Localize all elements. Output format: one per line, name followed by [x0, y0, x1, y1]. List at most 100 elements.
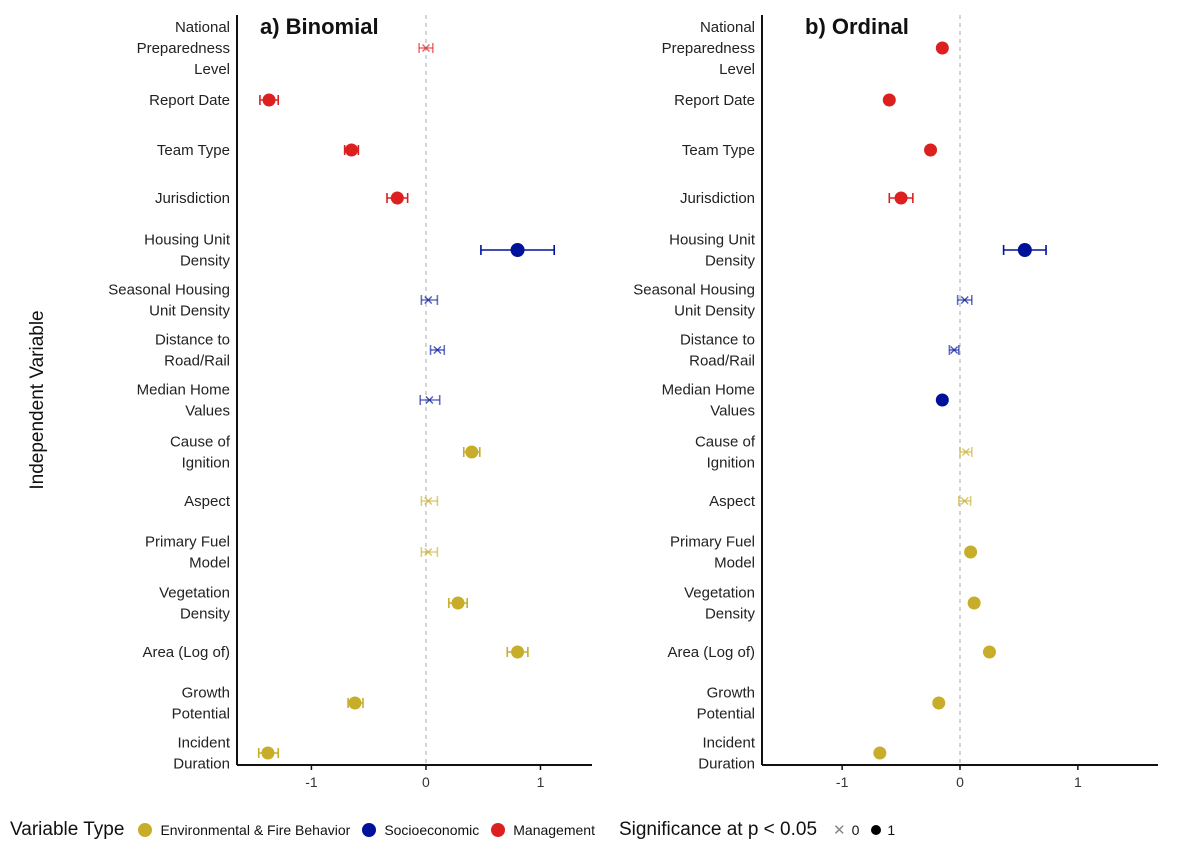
point-a-report-date	[262, 93, 276, 107]
point-a-national-preparedness-level	[421, 44, 430, 52]
legend-label-environmental: Environmental & Fire Behavior	[160, 822, 351, 838]
panel-b-title: b) Ordinal	[805, 14, 909, 39]
legend-item-sig-1: 1	[871, 822, 895, 838]
y-label-b-national-preparedness-level: National Preparedness Level	[662, 19, 755, 78]
point-b-seasonal-housing-unit-density	[960, 296, 969, 304]
point-cross-b-b-seasonal-housing-unit-density	[960, 296, 969, 304]
y-label-b-aspect: Aspect	[709, 493, 756, 510]
x-tick-label-a-0: -1	[305, 774, 318, 790]
y-label-a-aspect: Aspect	[184, 493, 231, 510]
point-b-area-log-of	[982, 645, 996, 659]
x-tick-label-b-0: -1	[836, 774, 849, 790]
legend-item-environmental: Environmental & Fire Behavior	[138, 822, 350, 838]
y-label-b-housing-unit-density: Housing Unit Density	[669, 232, 756, 270]
y-label-a-national-preparedness-level: National Preparedness Level	[137, 19, 230, 78]
y-label-a-area-log-of: Area (Log of)	[142, 644, 230, 661]
cross-icon: ✕	[833, 822, 846, 839]
y-label-b-jurisdiction: Jurisdiction	[680, 190, 755, 207]
point-a-incident-duration	[261, 746, 275, 760]
y-axis-title: Independent Variable	[27, 310, 48, 489]
legend-label-sig-0: 0	[851, 822, 860, 838]
point-cross-b-b-cause-of-ignition	[961, 448, 970, 456]
point-a-cause-of-ignition	[465, 445, 479, 459]
y-label-a-report-date: Report Date	[149, 92, 230, 109]
figure: Independent Variable a) Binomial b) Ordi…	[27, 14, 1158, 790]
point-a-area-log-of	[511, 645, 525, 659]
legend-swatch-environmental	[138, 823, 153, 837]
panel-a-plot: -1 0 1 National Preparedness Level Report Date…	[108, 15, 592, 790]
point-a-distance-to-road-rail	[433, 346, 442, 354]
legend-significance-title: Significance at p < 0.05	[618, 819, 818, 840]
x-tick-label-a-2: 1	[537, 774, 545, 790]
panel-b-plot: -1 0 1 National Preparedness Level Report Date…	[633, 15, 1158, 790]
point-b-growth-potential	[932, 696, 946, 710]
y-label-b-growth-potential: Growth Potential	[697, 685, 755, 723]
legend-item-sig-0: ✕ 0	[833, 821, 859, 839]
y-label-b-seasonal-housing-unit-density: Seasonal Housing Unit Density	[633, 282, 755, 320]
x-tick-label-b-2: 1	[1074, 774, 1082, 790]
point-a-aspect	[424, 497, 433, 505]
point-a-median-home-values	[425, 396, 434, 404]
y-label-b-median-home-values: Median Home Values	[662, 382, 755, 420]
y-label-a-growth-potential: Growth Potential	[172, 685, 230, 723]
point-cross-b-b-aspect	[960, 497, 969, 505]
legend-label-sig-1: 1	[887, 822, 896, 838]
y-label-b-cause-of-ignition: Cause of Ignition	[695, 434, 756, 472]
point-b-jurisdiction	[894, 191, 908, 205]
point-cross-b-a-seasonal-housing-unit-density	[424, 296, 433, 304]
legend-label-socioeconomic: Socioeconomic	[384, 822, 480, 838]
y-label-a-primary-fuel-model: Primary Fuel Model	[145, 534, 230, 572]
point-a-housing-unit-density	[510, 243, 525, 257]
point-cross-b-a-primary-fuel-model	[424, 548, 433, 556]
y-label-b-incident-duration: Incident Duration	[698, 735, 756, 773]
point-b-national-preparedness-level	[935, 41, 949, 55]
y-label-b-report-date: Report Date	[674, 92, 755, 109]
panel-a-title: a) Binomial	[260, 14, 379, 39]
point-cross-b-b-distance-to-road-rail	[950, 346, 959, 354]
legend-swatch-socioeconomic	[362, 823, 377, 837]
y-label-a-vegetation-density: Vegetation Density	[159, 585, 230, 623]
point-b-primary-fuel-model	[964, 545, 978, 559]
point-b-distance-to-road-rail	[950, 346, 959, 354]
y-label-b-team-type: Team Type	[682, 142, 755, 159]
y-label-b-vegetation-density: Vegetation Density	[684, 585, 755, 623]
point-a-seasonal-housing-unit-density	[424, 296, 433, 304]
legend-title: Variable Type	[10, 819, 125, 840]
y-label-a-team-type: Team Type	[157, 142, 230, 159]
point-b-team-type	[924, 143, 938, 157]
point-b-housing-unit-density	[1017, 243, 1032, 257]
y-label-a-cause-of-ignition: Cause of Ignition	[170, 434, 231, 472]
y-label-b-area-log-of: Area (Log of)	[667, 644, 755, 661]
y-label-b-primary-fuel-model: Primary Fuel Model	[670, 534, 755, 572]
point-cross-b-a-median-home-values	[425, 396, 434, 404]
point-b-median-home-values	[935, 393, 949, 407]
y-label-a-distance-to-road-rail: Distance to Road/Rail	[155, 332, 230, 370]
y-label-a-housing-unit-density: Housing Unit Density	[144, 232, 231, 270]
point-a-jurisdiction	[390, 191, 404, 205]
point-b-vegetation-density	[967, 596, 981, 610]
legend-swatch-management	[491, 823, 506, 837]
point-b-aspect	[960, 497, 969, 505]
point-cross-b-a-national-preparedness-level	[421, 44, 430, 52]
point-a-growth-potential	[348, 696, 362, 710]
x-tick-label-b-1: 0	[956, 774, 964, 790]
legend-label-management: Management	[513, 822, 595, 838]
dot-icon	[871, 825, 882, 835]
y-label-b-distance-to-road-rail: Distance to Road/Rail	[680, 332, 755, 370]
point-a-team-type	[345, 143, 359, 157]
y-label-a-jurisdiction: Jurisdiction	[155, 190, 230, 207]
x-tick-label-a-1: 0	[422, 774, 430, 790]
point-cross-b-a-distance-to-road-rail	[433, 346, 442, 354]
legend-item-socioeconomic: Socioeconomic	[362, 822, 479, 838]
point-a-vegetation-density	[451, 596, 465, 610]
point-a-primary-fuel-model	[424, 548, 433, 556]
legend-item-management: Management	[491, 822, 595, 838]
y-label-a-median-home-values: Median Home Values	[137, 382, 230, 420]
y-label-a-incident-duration: Incident Duration	[173, 735, 231, 773]
point-b-report-date	[882, 93, 896, 107]
point-cross-b-a-aspect	[424, 497, 433, 505]
point-b-incident-duration	[873, 746, 887, 760]
y-label-a-seasonal-housing-unit-density: Seasonal Housing Unit Density	[108, 282, 230, 320]
legend: Variable Type Environmental & Fire Behav…	[0, 812, 1178, 848]
point-b-cause-of-ignition	[961, 448, 970, 456]
